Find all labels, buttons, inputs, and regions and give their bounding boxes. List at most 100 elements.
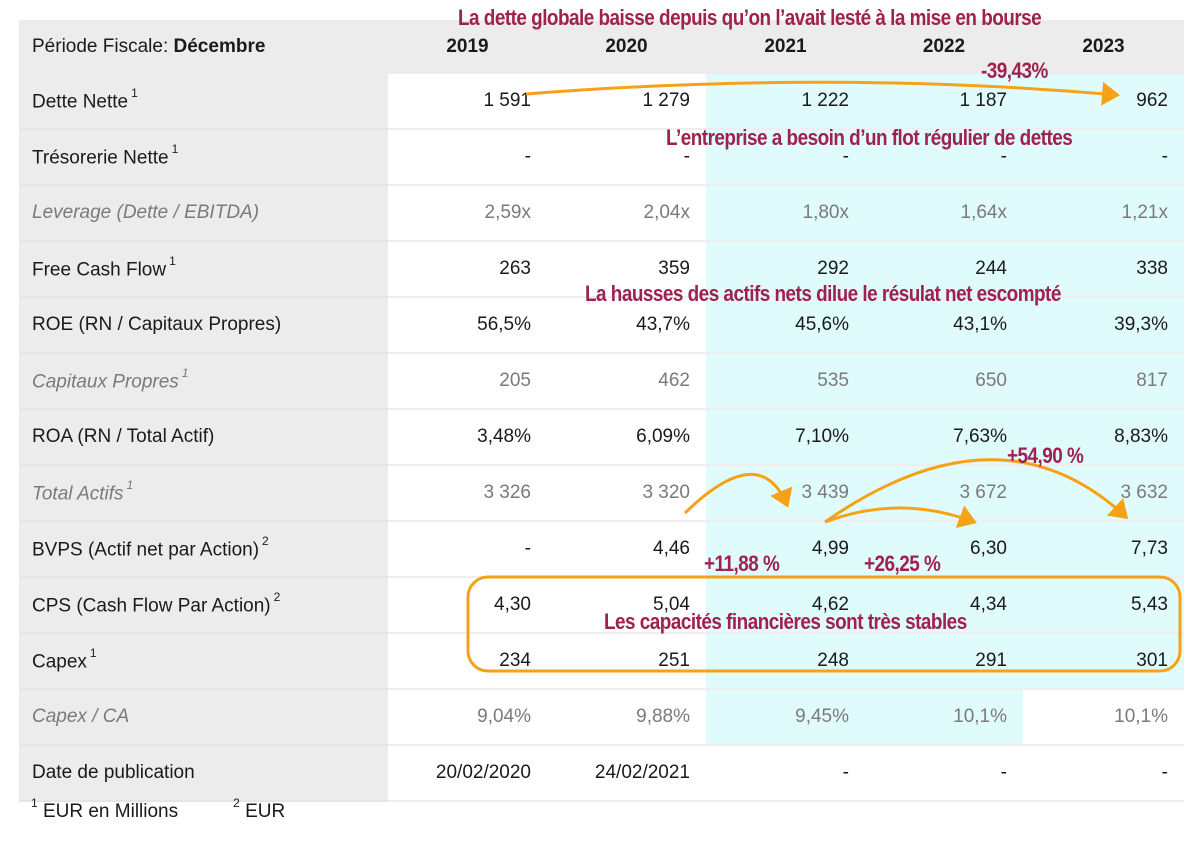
debt-title-note: La dette globale baisse depuis qu’on l’a… (458, 5, 1042, 30)
table-cell: 1,64x (865, 185, 1023, 242)
table-cell: 4,34 (865, 577, 1023, 634)
row-label-text: Capitaux Propres (32, 371, 179, 393)
row-label: ROA (RN / Total Actif) (19, 409, 388, 466)
year-header: 2020 (547, 20, 706, 74)
row-label: Date de publication (19, 745, 388, 802)
debt-change-note: -39,43% (981, 58, 1048, 83)
table-cell: 359 (547, 241, 706, 298)
footnote-number: 1 (31, 796, 38, 810)
fiscal-period-label: Période Fiscale: Décembre (19, 20, 388, 74)
header-row: Période Fiscale: Décembre 2019 2020 2021 202… (19, 20, 1184, 74)
table-cell: - (865, 745, 1023, 802)
table-cell: 2,04x (547, 185, 706, 242)
flow-note: L’entreprise a besoin d’un flot régulier… (666, 125, 1073, 150)
row-label-text: Free Cash Flow (32, 259, 167, 281)
table-row: ROA (RN / Total Actif) 3,48% 6,09% 7,10% 7,6… (19, 409, 1184, 466)
footnotes: 1 EUR en Millions 2 EUR (28, 796, 337, 823)
table-cell: 1 279 (547, 74, 706, 130)
table-cell: 3,48% (388, 409, 547, 466)
bvps-arrow-1 (683, 472, 793, 515)
row-label: Dette Nette 1 (19, 74, 388, 130)
table-cell: 45,6% (706, 297, 865, 354)
table-row: Free Cash Flow 1 263 359 292 244 338 (19, 241, 1184, 298)
bvps-change-2: +26,25 % (864, 551, 941, 576)
footnote-ref: 1 (131, 85, 138, 100)
footnote-ref: 1 (89, 645, 97, 660)
table-cell: 1 591 (388, 74, 547, 130)
assets-note: La hausses des actifs nets dilue le résu… (585, 281, 1061, 306)
row-label: CPS (Cash Flow Par Action) 2 (19, 577, 388, 634)
table-cell: 7,10% (706, 409, 865, 466)
table-cell: 39,3% (1023, 297, 1184, 354)
table-cell: 462 (547, 353, 706, 410)
table-cell: 24/02/2021 (547, 745, 706, 802)
table-cell: - (706, 745, 865, 802)
table-cell: 3 632 (1023, 465, 1184, 522)
table-row: Trésorerie Nette 1- - - - - (19, 129, 1184, 186)
table-cell: 5,04 (547, 577, 706, 634)
row-label: Free Cash Flow 1 (19, 241, 388, 298)
table-row: CPS (Cash Flow Par Action) 2 4,30 5,04 4,62 4… (19, 577, 1184, 634)
table-cell: 263 (388, 241, 547, 298)
bvps-change-total: +54,90 % (1007, 443, 1084, 468)
footnote-text: EUR (245, 801, 286, 823)
table-cell: 1,21x (1023, 185, 1184, 242)
table-row: BVPS (Actif net par Action) 2-4,46 4,99 6,3… (19, 521, 1184, 578)
table-cell: 3 320 (547, 465, 706, 522)
table-cell: 338 (1023, 241, 1184, 298)
table-cell: 3 326 (388, 465, 547, 522)
footnote-text: EUR en Millions (42, 801, 179, 823)
table-cell: 205 (388, 353, 547, 410)
footnote: 2 EUR (230, 796, 311, 823)
table-cell: 9,04% (388, 689, 547, 746)
table-cell: - (706, 129, 865, 186)
row-label: Total Actifs 1 (19, 465, 388, 522)
table-cell: 2,59x (388, 185, 547, 242)
table-cell: 244 (865, 241, 1023, 298)
row-label-text: Capex (32, 651, 87, 673)
table-cell: 43,1% (865, 297, 1023, 354)
bvps-arrow-total (824, 458, 1129, 524)
table-cell: 56,5% (388, 297, 547, 354)
table-cell: 10,1% (1023, 689, 1184, 746)
year-header: 2022 (865, 20, 1023, 74)
table-cell: 535 (706, 353, 865, 410)
row-label: BVPS (Actif net par Action) 2 (19, 521, 388, 578)
row-label: Leverage (Dette / EBITDA) (19, 185, 388, 242)
row-label: Capex / CA (19, 689, 388, 746)
bvps-change-1: +11,88 % (704, 551, 780, 576)
table-cell: 5,43 (1023, 577, 1184, 634)
stable-capacity-box (466, 575, 1182, 673)
table-cell: - (1023, 745, 1184, 802)
table-cell: - (1023, 129, 1184, 186)
table-cell: 251 (547, 633, 706, 690)
footnote-ref: 1 (171, 141, 179, 156)
period-label: Période Fiscale: (32, 36, 174, 57)
year-header: 2023 (1023, 20, 1184, 74)
row-label: Trésorerie Nette 1 (19, 129, 388, 186)
table-cell: 20/02/2020 (388, 745, 547, 802)
table-cell: 10,1% (865, 689, 1023, 746)
table-cell: 43,7% (547, 297, 706, 354)
row-label: ROE (RN / Capitaux Propres) (19, 297, 388, 354)
table-cell: 6,09% (547, 409, 706, 466)
row-label-text: Leverage (Dette / EBITDA) (32, 202, 260, 223)
table-cell: 817 (1023, 353, 1184, 410)
row-label-text: BVPS (Actif net par Action) (32, 539, 260, 561)
row-label-text: CPS (Cash Flow Par Action) (32, 595, 271, 617)
table-cell: 7,63% (865, 409, 1023, 466)
footnote-ref: 2 (273, 589, 281, 604)
table-cell: 8,83% (1023, 409, 1184, 466)
stable-note: Les capacités financières sont très stab… (604, 609, 967, 634)
table-cell: 650 (865, 353, 1023, 410)
financial-table: Période Fiscale: Décembre 2019 2020 2021 202… (19, 20, 1184, 802)
table-cell: - (388, 129, 547, 186)
row-label-text: Date de publication (32, 762, 195, 783)
period-value: Décembre (173, 36, 266, 57)
debt-arrow (525, 80, 1120, 106)
table-cell: - (388, 521, 547, 578)
table-cell: - (865, 129, 1023, 186)
row-label: Capex 1 (19, 633, 388, 690)
footnote-ref: 1 (126, 477, 134, 492)
